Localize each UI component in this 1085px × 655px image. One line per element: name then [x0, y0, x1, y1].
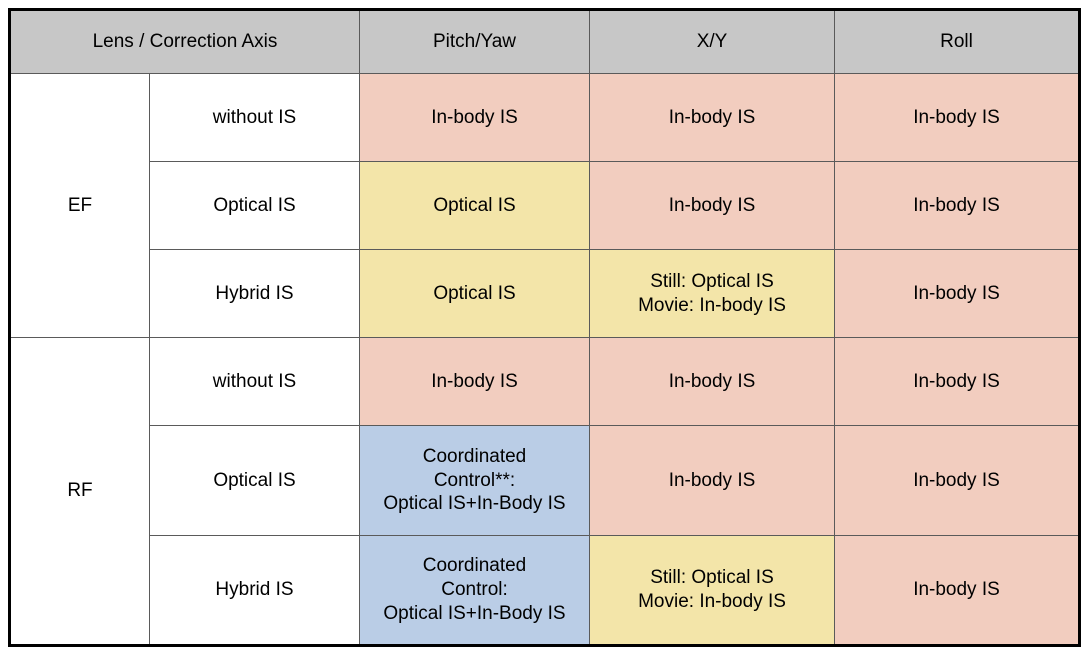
header-pitch-yaw: Pitch/Yaw [360, 10, 590, 74]
cell-pitch-yaw: In-body IS [360, 74, 590, 162]
lens-type-label: Hybrid IS [150, 536, 360, 646]
cell-roll: In-body IS [835, 250, 1080, 338]
cell-pitch-yaw: CoordinatedControl**:Optical IS+In-Body … [360, 426, 590, 536]
mount-label: EF [10, 74, 150, 338]
table-row: EFwithout ISIn-body ISIn-body ISIn-body … [10, 74, 1080, 162]
cell-roll: In-body IS [835, 74, 1080, 162]
cell-pitch-yaw: In-body IS [360, 338, 590, 426]
table-row: RFwithout ISIn-body ISIn-body ISIn-body … [10, 338, 1080, 426]
lens-type-label: without IS [150, 338, 360, 426]
table-row: Hybrid ISOptical ISStill: Optical ISMovi… [10, 250, 1080, 338]
cell-roll: In-body IS [835, 162, 1080, 250]
table-header-row: Lens / Correction Axis Pitch/Yaw X/Y Rol… [10, 10, 1080, 74]
cell-xy: In-body IS [590, 74, 835, 162]
cell-roll: In-body IS [835, 536, 1080, 646]
table-row: Optical ISCoordinatedControl**:Optical I… [10, 426, 1080, 536]
cell-pitch-yaw: Optical IS [360, 250, 590, 338]
header-roll: Roll [835, 10, 1080, 74]
cell-pitch-yaw: Optical IS [360, 162, 590, 250]
cell-xy: In-body IS [590, 162, 835, 250]
lens-type-label: Optical IS [150, 426, 360, 536]
cell-xy: In-body IS [590, 426, 835, 536]
lens-type-label: without IS [150, 74, 360, 162]
cell-pitch-yaw: CoordinatedControl:Optical IS+In-Body IS [360, 536, 590, 646]
header-xy: X/Y [590, 10, 835, 74]
cell-xy: Still: Optical ISMovie: In-body IS [590, 536, 835, 646]
cell-xy: In-body IS [590, 338, 835, 426]
lens-type-label: Hybrid IS [150, 250, 360, 338]
cell-xy: Still: Optical ISMovie: In-body IS [590, 250, 835, 338]
cell-roll: In-body IS [835, 338, 1080, 426]
table-row: Optical ISOptical ISIn-body ISIn-body IS [10, 162, 1080, 250]
cell-roll: In-body IS [835, 426, 1080, 536]
table-row: Hybrid ISCoordinatedControl:Optical IS+I… [10, 536, 1080, 646]
mount-label: RF [10, 338, 150, 646]
is-correction-table: Lens / Correction Axis Pitch/Yaw X/Y Rol… [8, 8, 1081, 647]
lens-type-label: Optical IS [150, 162, 360, 250]
header-lens-axis: Lens / Correction Axis [10, 10, 360, 74]
